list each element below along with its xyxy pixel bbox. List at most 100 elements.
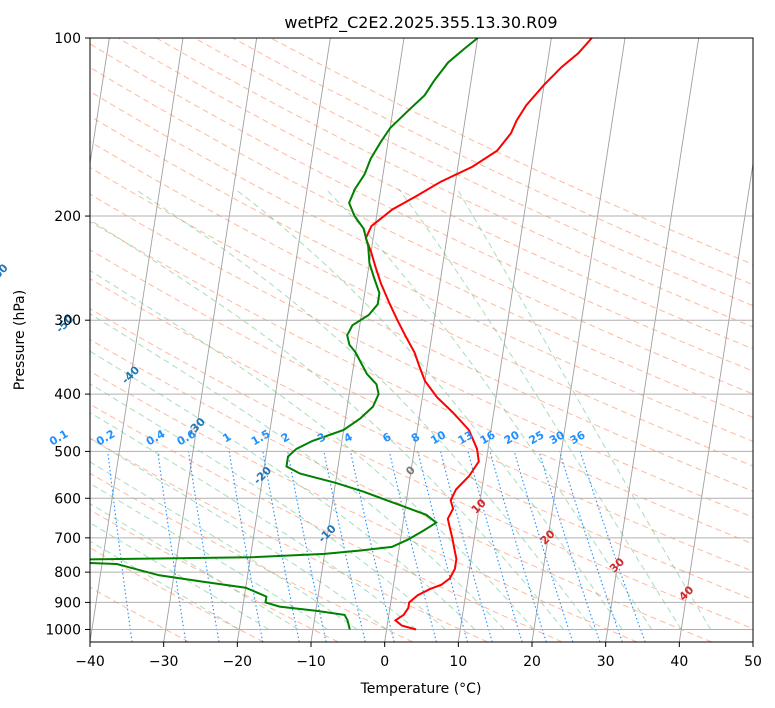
mixing-ratio-label: 3 bbox=[315, 430, 328, 445]
dry-adiabat-line bbox=[90, 220, 753, 545]
dewpoint-line bbox=[90, 38, 479, 630]
dry-adiabat-line bbox=[194, 38, 753, 307]
isotherm-label: -40 bbox=[119, 363, 142, 386]
dry-adiabat-line bbox=[90, 308, 753, 630]
x-tick-label: 30 bbox=[597, 654, 615, 670]
mixing-ratio-line bbox=[489, 451, 547, 642]
plot-frame bbox=[89, 37, 754, 643]
isotherm-line bbox=[90, 38, 110, 167]
moist-adiabat-line bbox=[325, 188, 653, 630]
dry-adiabat-line bbox=[90, 43, 753, 372]
mixing-ratio-line bbox=[187, 451, 220, 642]
dry-adiabat-line bbox=[90, 278, 753, 601]
mixing-ratio-line bbox=[538, 451, 601, 642]
isotherm-line bbox=[310, 38, 405, 642]
x-axis: −40 −30 −20 −10 0 10 20 30 40 50 bbox=[75, 642, 762, 670]
moist-adiabat-line bbox=[90, 350, 476, 630]
y-tick-label: 900 bbox=[54, 595, 81, 611]
mixing-ratio-line bbox=[388, 451, 437, 642]
moist-adiabat-line bbox=[90, 482, 328, 630]
x-tick-label: −40 bbox=[75, 654, 105, 670]
mixing-ratio-line bbox=[579, 451, 646, 642]
dry-adiabat-line bbox=[232, 38, 753, 286]
moist-adiabat-line bbox=[90, 461, 358, 630]
x-tick-label: 0 bbox=[380, 654, 389, 670]
dry-adiabat-line bbox=[117, 38, 753, 350]
mixing-ratio-label: 0.2 bbox=[94, 427, 117, 448]
dry-adiabat-line bbox=[90, 509, 339, 642]
dry-adiabat-line bbox=[90, 437, 488, 642]
background-lines bbox=[90, 38, 753, 642]
dry-adiabat-line bbox=[90, 193, 753, 518]
y-tick-label: 700 bbox=[54, 531, 81, 547]
moist-adiabat-line bbox=[398, 188, 682, 630]
mixing-ratio-label: 0.4 bbox=[144, 427, 168, 448]
mixing-ratio-line bbox=[558, 451, 623, 642]
mixing-ratio-label: 4 bbox=[342, 430, 355, 445]
temperature-line bbox=[364, 38, 593, 631]
mixing-ratio-line bbox=[513, 451, 574, 642]
moist-adiabat-line bbox=[90, 219, 564, 630]
dry-adiabat-line bbox=[90, 166, 753, 492]
mixing-ratio-label: 16 bbox=[478, 428, 498, 447]
dry-adiabat-line bbox=[90, 586, 190, 642]
mixing-ratio-label: 6 bbox=[380, 430, 393, 445]
moist-adiabat-line bbox=[134, 188, 594, 630]
moist-adiabat-line bbox=[90, 522, 269, 630]
x-tick-label: 20 bbox=[523, 654, 541, 670]
moist-adiabat-line bbox=[90, 437, 387, 630]
mixing-ratio-label: 20 bbox=[502, 428, 522, 447]
dry-adiabat-line bbox=[156, 38, 753, 328]
isotherm-line bbox=[752, 639, 753, 642]
moist-adiabat-line bbox=[90, 313, 505, 630]
chart-title: wetPf2_C2E2.2025.355.13.30.R09 bbox=[284, 13, 557, 33]
mixing-ratio-label: 13 bbox=[456, 428, 476, 447]
moist-adiabat-line bbox=[234, 188, 623, 630]
moist-adiabat-line bbox=[90, 411, 417, 630]
isotherm-line bbox=[384, 38, 479, 642]
y-axis: 100 200 300 400 500 600 700 800 900 1000 bbox=[45, 31, 90, 638]
y-tick-label: 800 bbox=[54, 565, 81, 581]
isotherm-line bbox=[163, 38, 258, 642]
y-tick-label: 500 bbox=[54, 444, 81, 460]
isotherm-line bbox=[678, 160, 753, 642]
moist-adiabat-line bbox=[90, 383, 446, 630]
dry-adiabat-line bbox=[90, 249, 753, 572]
profile-series bbox=[90, 38, 593, 631]
y-tick-label: 600 bbox=[54, 491, 81, 507]
mixing-ratio-line bbox=[323, 451, 366, 642]
isotherm-line bbox=[236, 38, 331, 642]
x-tick-label: 40 bbox=[670, 654, 688, 670]
mixing-ratio-label: 25 bbox=[527, 428, 547, 447]
mixing-ratio-line bbox=[349, 451, 395, 642]
isotherm-line bbox=[457, 38, 552, 642]
mixing-ratio-line bbox=[467, 451, 523, 642]
isotherm-line bbox=[531, 38, 626, 642]
y-tick-label: 400 bbox=[54, 387, 81, 403]
x-tick-label: −20 bbox=[223, 654, 253, 670]
dry-adiabat-line bbox=[90, 370, 638, 642]
isotherm-label: -20 bbox=[251, 464, 274, 487]
moist-adiabat-line bbox=[90, 269, 535, 630]
x-tick-label: 50 bbox=[744, 654, 762, 670]
y-tick-label: 300 bbox=[54, 313, 81, 329]
dry-adiabat-line bbox=[90, 115, 753, 442]
x-tick-label: −30 bbox=[149, 654, 179, 670]
isotherm-label: -60 bbox=[0, 261, 11, 284]
moist-adiabat-line bbox=[90, 503, 299, 630]
mixing-ratio-labels: 0.1 0.2 0.4 0.6 1 1.5 2 3 4 6 8 10 13 16 20 25 30 36 bbox=[47, 427, 588, 448]
mixing-ratio-label: 1.5 bbox=[249, 427, 272, 448]
mixing-ratio-label: 1 bbox=[220, 430, 233, 445]
mixing-ratio-label: 8 bbox=[409, 430, 422, 445]
mixing-ratio-line bbox=[157, 451, 187, 642]
y-axis-title: Pressure (hPa) bbox=[12, 290, 28, 390]
mixing-ratio-line bbox=[107, 451, 133, 642]
dry-adiabat-line bbox=[90, 141, 753, 467]
isotherm-line bbox=[90, 38, 184, 642]
dry-adiabat-line bbox=[90, 403, 563, 642]
dry-adiabat-line bbox=[90, 547, 264, 642]
x-tick-label: −10 bbox=[296, 654, 326, 670]
y-tick-label: 100 bbox=[54, 31, 81, 47]
mixing-ratio-line bbox=[417, 451, 469, 642]
